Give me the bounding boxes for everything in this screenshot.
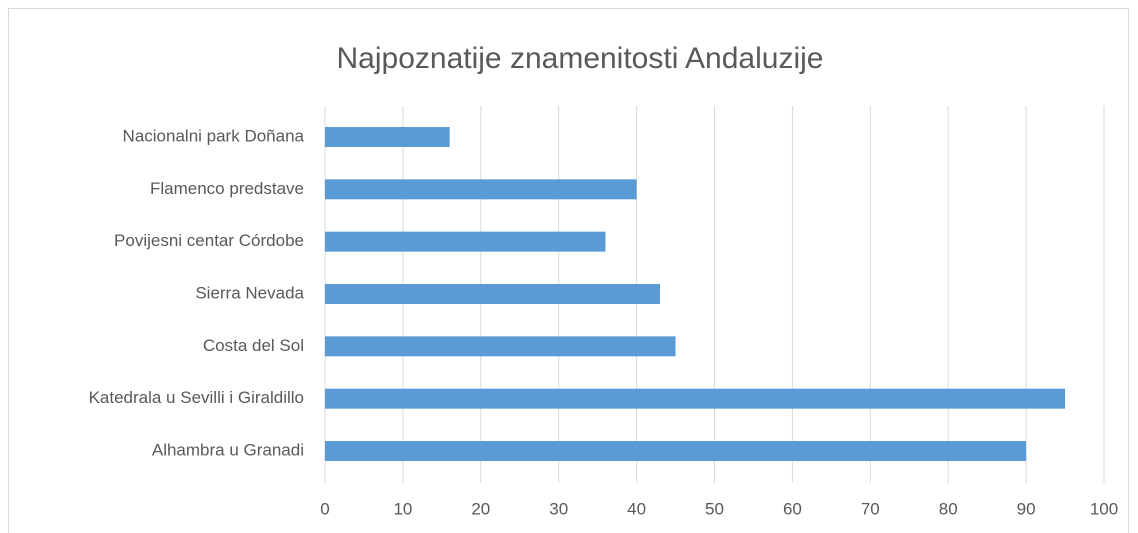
y-tick-label: Sierra Nevada (195, 283, 304, 302)
bar (325, 441, 1027, 461)
x-tick-label: 40 (627, 499, 646, 518)
y-tick-label: Katedrala u Sevilli i Giraldillo (89, 388, 304, 407)
y-tick-label: Nacionalni park Doñana (123, 126, 305, 145)
x-tick-label: 60 (783, 499, 802, 518)
x-tick-label: 0 (320, 499, 329, 518)
y-tick-label: Costa del Sol (203, 336, 304, 355)
x-tick-label: 20 (471, 499, 490, 518)
bar (325, 231, 606, 252)
y-tick-label: Alhambra u Granadi (152, 440, 304, 459)
bar (325, 284, 660, 304)
y-tick-label: Flamenco predstave (150, 179, 304, 198)
bar (325, 179, 637, 200)
bar (325, 388, 1066, 409)
bar (325, 127, 450, 147)
x-tick-label: 50 (705, 499, 724, 518)
x-tick-label: 100 (1090, 499, 1118, 518)
x-tick-label: 90 (1017, 499, 1036, 518)
x-tick-label: 10 (393, 499, 412, 518)
y-tick-label: Povijesni centar Córdobe (114, 231, 304, 250)
bar (325, 336, 676, 357)
x-tick-label: 80 (939, 499, 958, 518)
x-tick-label: 70 (861, 499, 880, 518)
chart-title: Najpoznatije znamenitosti Andaluzije (337, 42, 824, 75)
x-tick-label: 30 (549, 499, 568, 518)
